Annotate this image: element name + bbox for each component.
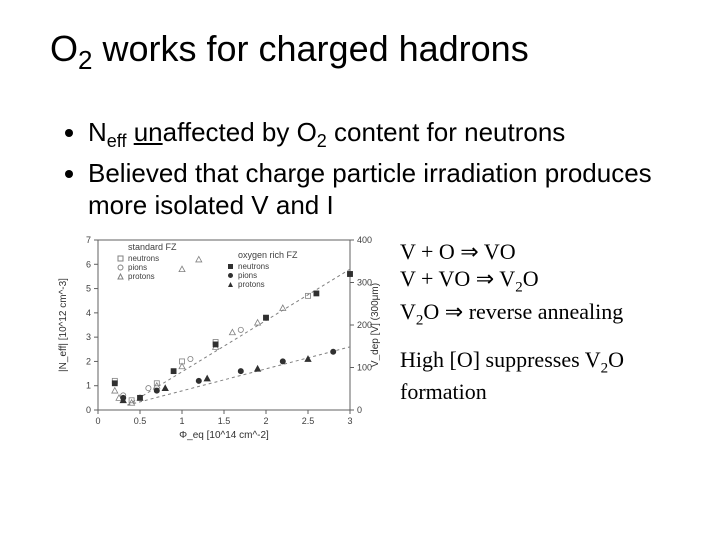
svg-text:|N_eff| [10^12 cm^-3]: |N_eff| [10^12 cm^-3] xyxy=(58,278,69,372)
svg-text:0: 0 xyxy=(357,405,362,415)
svg-text:Φ_eq [10^14 cm^-2]: Φ_eq [10^14 cm^-2] xyxy=(179,430,269,441)
svg-text:0.5: 0.5 xyxy=(134,416,147,426)
svg-text:neutrons: neutrons xyxy=(238,262,269,271)
svg-text:3: 3 xyxy=(86,332,91,342)
reaction-2: V + VO ⇒ V2O xyxy=(400,265,670,297)
svg-text:1.5: 1.5 xyxy=(218,416,231,426)
slide-title: O2 works for charged hadrons xyxy=(50,28,670,76)
lower-row: 00.511.522.53012345670100200300400Φ_eq [… xyxy=(50,232,670,442)
reaction-3: V2O ⇒ reverse annealing xyxy=(400,298,670,330)
svg-text:pions: pions xyxy=(238,271,257,280)
svg-text:1: 1 xyxy=(86,381,91,391)
svg-text:protons: protons xyxy=(238,280,265,289)
svg-text:3: 3 xyxy=(347,416,352,426)
svg-text:6: 6 xyxy=(86,259,91,269)
svg-text:400: 400 xyxy=(357,235,372,245)
title-pre: O xyxy=(50,28,78,69)
svg-text:1: 1 xyxy=(179,416,184,426)
reaction-1: V + O ⇒ VO xyxy=(400,238,670,266)
bullet-1: Neff unaffected by O2 content for neutro… xyxy=(88,116,670,153)
bullet-list: Neff unaffected by O2 content for neutro… xyxy=(70,116,670,222)
svg-text:V_dep [V] (300μm): V_dep [V] (300μm) xyxy=(370,283,380,367)
note-line: High [O] suppresses V2O formation xyxy=(400,346,670,406)
reaction-lines: V + O ⇒ VO V + VO ⇒ V2O V2O ⇒ reverse an… xyxy=(400,238,670,330)
svg-text:2: 2 xyxy=(263,416,268,426)
svg-text:0: 0 xyxy=(95,416,100,426)
svg-text:pions: pions xyxy=(128,263,147,272)
svg-text:0: 0 xyxy=(86,405,91,415)
svg-text:standard FZ: standard FZ xyxy=(128,242,177,252)
svg-text:protons: protons xyxy=(128,272,155,281)
scatter-chart: 00.511.522.53012345670100200300400Φ_eq [… xyxy=(50,232,380,442)
reactions-block: V + O ⇒ VO V + VO ⇒ V2O V2O ⇒ reverse an… xyxy=(400,232,670,405)
svg-text:oxygen rich FZ: oxygen rich FZ xyxy=(238,250,298,260)
svg-text:2.5: 2.5 xyxy=(302,416,315,426)
bullet-2: Believed that charge particle irradiatio… xyxy=(88,157,670,222)
title-sub: 2 xyxy=(78,45,92,75)
svg-text:neutrons: neutrons xyxy=(128,254,159,263)
title-post: works for charged hadrons xyxy=(92,28,528,69)
svg-text:2: 2 xyxy=(86,356,91,366)
svg-text:5: 5 xyxy=(86,283,91,293)
svg-text:7: 7 xyxy=(86,235,91,245)
svg-text:4: 4 xyxy=(86,308,91,318)
